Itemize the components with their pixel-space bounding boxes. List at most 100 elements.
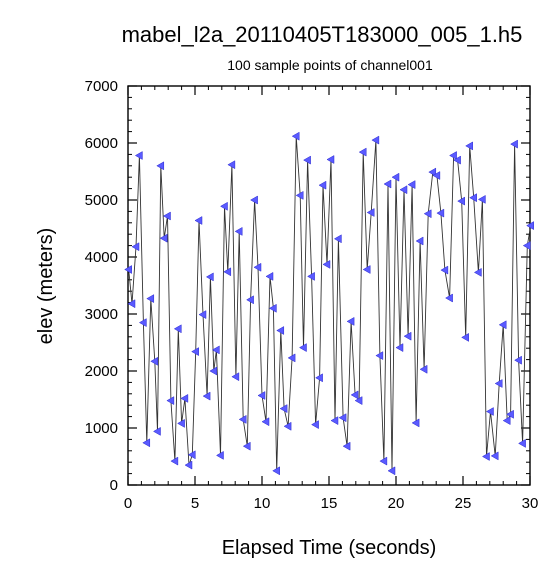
x-tick-label: 20 <box>388 495 405 512</box>
data-point-marker <box>138 318 147 328</box>
data-point-marker <box>238 414 247 424</box>
data-point-marker <box>502 416 511 426</box>
data-point-marker <box>234 226 243 236</box>
data-point-marker <box>403 331 412 341</box>
data-point-marker <box>322 259 331 269</box>
data-point-marker <box>291 131 300 141</box>
data-point-marker <box>338 413 347 423</box>
x-tick-label: 15 <box>321 495 338 512</box>
data-point-marker <box>166 396 175 406</box>
data-point-marker <box>395 343 404 353</box>
data-point-marker <box>522 241 531 251</box>
data-point-marker <box>461 332 469 342</box>
data-point-marker <box>342 441 351 451</box>
data-point-marker <box>383 179 392 189</box>
y-tick-label: 6000 <box>85 135 118 152</box>
data-point-marker <box>287 353 296 363</box>
data-point-marker <box>423 209 432 219</box>
data-point-marker <box>449 151 457 160</box>
x-tick-label: 30 <box>522 495 539 512</box>
data-point-marker <box>202 391 211 401</box>
data-point-marker <box>346 316 355 326</box>
data-point-marker <box>231 372 240 382</box>
data-point-marker <box>184 460 193 470</box>
data-point-marker <box>261 417 270 427</box>
data-point-marker <box>295 190 304 200</box>
data-point-marker <box>162 211 171 221</box>
data-point-marker <box>223 267 232 277</box>
data-point-marker <box>415 236 424 246</box>
data-point-marker <box>326 155 335 164</box>
data-point-marker <box>526 221 534 231</box>
data-point-marker <box>134 151 143 160</box>
data-point-marker <box>432 171 441 180</box>
data-point-marker <box>490 451 499 461</box>
data-point-marker <box>298 343 307 353</box>
data-point-marker <box>311 420 319 430</box>
data-point-marker <box>318 180 327 190</box>
data-point-marker <box>177 418 185 428</box>
data-point-marker <box>498 320 507 330</box>
y-tick-label: 3000 <box>85 306 118 323</box>
data-point-marker <box>315 373 323 383</box>
data-point-marker <box>399 185 408 195</box>
data-point-marker <box>150 356 159 366</box>
data-point-marker <box>440 265 449 275</box>
data-point-marker <box>159 233 168 243</box>
data-point-marker <box>279 404 288 414</box>
data-point-marker <box>268 303 277 313</box>
data-point-marker <box>219 201 228 211</box>
data-point-marker <box>173 324 182 334</box>
data-point-marker <box>453 155 461 165</box>
y-tick-label: 2000 <box>85 363 118 380</box>
data-point-marker <box>265 271 274 281</box>
data-point-marker <box>354 396 363 406</box>
x-tick-label: 25 <box>455 495 472 512</box>
data-point-marker <box>391 172 400 182</box>
series-markers <box>124 131 534 476</box>
data-point-marker <box>307 271 315 281</box>
data-point-marker <box>198 310 207 320</box>
data-point-marker <box>194 216 203 225</box>
data-point-marker <box>411 418 420 428</box>
data-point-marker <box>510 139 518 149</box>
x-tick-label: 5 <box>191 495 199 512</box>
data-point-marker <box>445 293 453 303</box>
data-point-marker <box>205 272 214 282</box>
data-point-marker <box>333 234 342 244</box>
series-line <box>128 136 532 471</box>
y-tick-label: 0 <box>110 477 118 494</box>
data-point-marker <box>142 438 151 448</box>
data-point-marker <box>350 390 359 400</box>
data-point-marker <box>170 456 179 466</box>
data-point-marker <box>250 195 258 205</box>
x-tick-label: 0 <box>124 495 132 512</box>
chart-subtitle: 100 sample points of channel001 <box>227 57 433 73</box>
data-point-marker <box>477 194 486 204</box>
data-point-marker <box>358 147 367 157</box>
data-point-marker <box>215 450 224 460</box>
data-point-marker <box>371 135 380 145</box>
data-point-marker <box>428 167 437 177</box>
chart-title: mabel_l2a_20110405T183000_005_1.h5 <box>122 22 523 47</box>
data-point-marker <box>366 208 375 217</box>
data-point-marker <box>518 438 526 448</box>
y-tick-label: 4000 <box>85 249 118 266</box>
y-tick-label: 7000 <box>85 78 118 95</box>
data-point-marker <box>419 364 428 374</box>
x-axis: 0 5 10 15 20 25 30 <box>124 86 539 512</box>
data-point-marker <box>242 441 251 451</box>
data-point-marker <box>375 351 384 361</box>
data-point-marker <box>436 208 445 218</box>
data-point-marker <box>506 409 514 419</box>
data-point-marker <box>387 466 396 476</box>
data-point-marker <box>272 466 280 476</box>
data-point-marker <box>457 196 465 206</box>
data-point-marker <box>124 265 132 274</box>
data-point-marker <box>469 193 477 203</box>
y-axis-label: elev (meters) <box>35 228 57 345</box>
data-point-marker <box>146 294 155 304</box>
data-point-marker <box>485 407 494 416</box>
y-axis: 0 1000 2000 3000 4000 5000 6000 7000 <box>85 78 530 494</box>
data-point-marker <box>362 265 371 274</box>
